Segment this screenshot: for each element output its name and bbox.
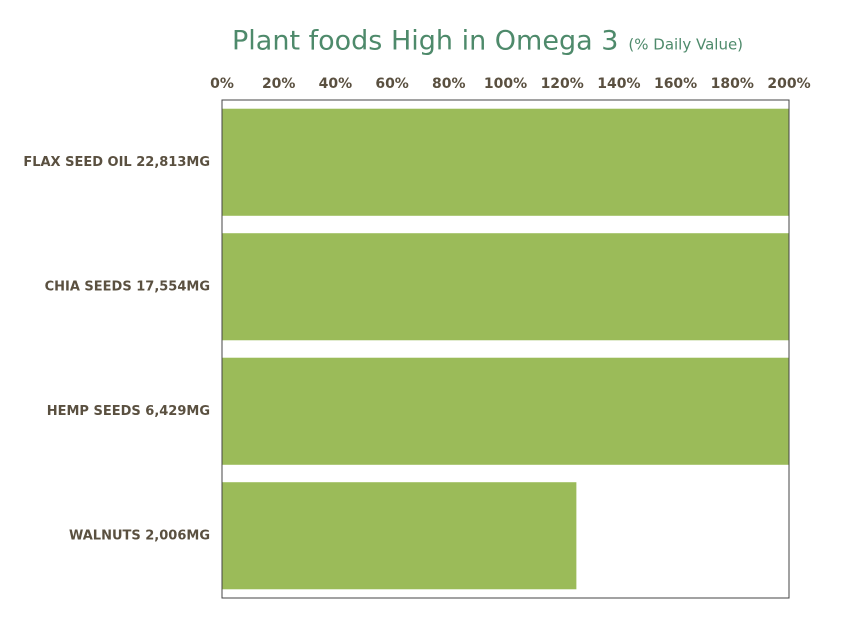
- plot-frame: [221, 99, 790, 599]
- x-tick-label: 200%: [767, 76, 810, 92]
- x-tick-label: 40%: [319, 76, 353, 92]
- y-tick-label: CHIA SEEDS 17,554MG: [45, 279, 210, 294]
- x-tick-label: 60%: [375, 76, 409, 92]
- x-tick-label: 140%: [597, 76, 640, 92]
- y-tick-label: HEMP SEEDS 6,429MG: [47, 404, 210, 419]
- bar: [222, 482, 577, 590]
- chart-subtitle: (% Daily Value): [628, 36, 743, 54]
- x-tick-label: 160%: [654, 76, 697, 92]
- y-tick-label: WALNUTS 2,006MG: [69, 528, 210, 543]
- x-tick-label: 80%: [432, 76, 466, 92]
- x-tick-label: 180%: [711, 76, 754, 92]
- x-tick-label: 120%: [541, 76, 584, 92]
- bar: [222, 108, 789, 216]
- x-tick-label: 100%: [484, 76, 527, 92]
- x-tick-label: 0%: [210, 76, 234, 92]
- y-tick-label: FLAX SEED OIL 22,813MG: [23, 155, 210, 170]
- bar: [222, 357, 789, 465]
- x-tick-label: 20%: [262, 76, 296, 92]
- bar: [222, 233, 789, 341]
- chart-title: Plant foods High in Omega 3: [232, 26, 618, 57]
